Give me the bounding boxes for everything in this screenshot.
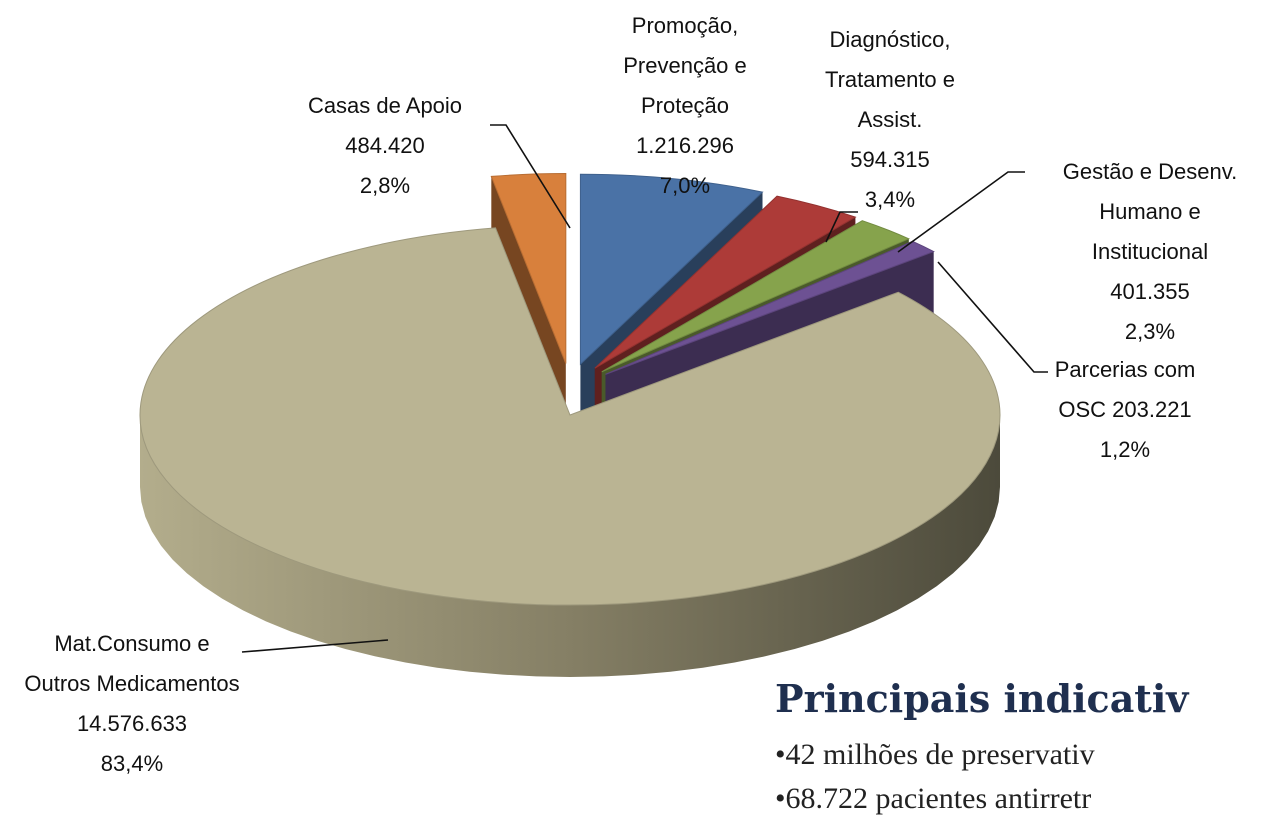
bullet: 42 milhões de preservativ [775,738,1095,772]
slice-label: Promoção, Prevenção e Proteção 1.216.296… [600,6,770,206]
leader-line [241,639,389,653]
category-label: Mat.Consumo e Outros Medicamentos [24,631,240,696]
bullet: 68.722 pacientes antirretr [775,782,1092,816]
category-label: Gestão e Desenv. Humano e Institucional [1062,159,1238,264]
category-label: Promoção, Prevenção e Proteção [623,13,747,118]
slice [601,220,911,373]
category-label: Parcerias com OSC [1054,357,1196,422]
percent-label: 7,0% [659,173,711,198]
value-label: 14.576.633 [76,711,188,736]
value-label: 1.216.296 [636,133,734,158]
heading: Principais indicativ [775,676,1189,721]
leader-line [825,211,858,243]
percent-label: 2,8% [359,173,411,198]
slice [139,227,1001,606]
slices [139,173,1001,677]
value-label: 484.420 [345,133,425,158]
slice-side [140,415,1000,677]
value-label: 401.355 [1110,279,1190,304]
slice [490,173,567,364]
percent-label: 1,2% [1099,437,1151,462]
slice-label: Gestão e Desenv. Humano e Institucional … [1040,152,1260,352]
leader-line [897,171,1025,253]
slice-label: Diagnóstico, Tratamento e Assist. 594.31… [800,20,980,220]
value-label: 203.221 [1112,397,1192,422]
leader-line [490,124,571,229]
value-label: 594.315 [850,147,930,172]
slice [594,195,857,369]
percent-label: 2,3% [1124,319,1176,344]
slice-label: Casas de Apoio 484.420 2,8% [300,86,470,206]
percent-label: 83,4% [100,751,164,776]
slice [579,173,764,366]
leader-line [937,261,1048,373]
category-label: Diagnóstico, Tratamento e Assist. [824,27,956,132]
percent-label: 3,4% [864,187,916,212]
category-label: Casas de Apoio [307,93,463,118]
slice-label: Mat.Consumo e Outros Medicamentos 14.576… [22,624,242,784]
slice-label: Parcerias com OSC 203.221 1,2% [1040,350,1210,470]
